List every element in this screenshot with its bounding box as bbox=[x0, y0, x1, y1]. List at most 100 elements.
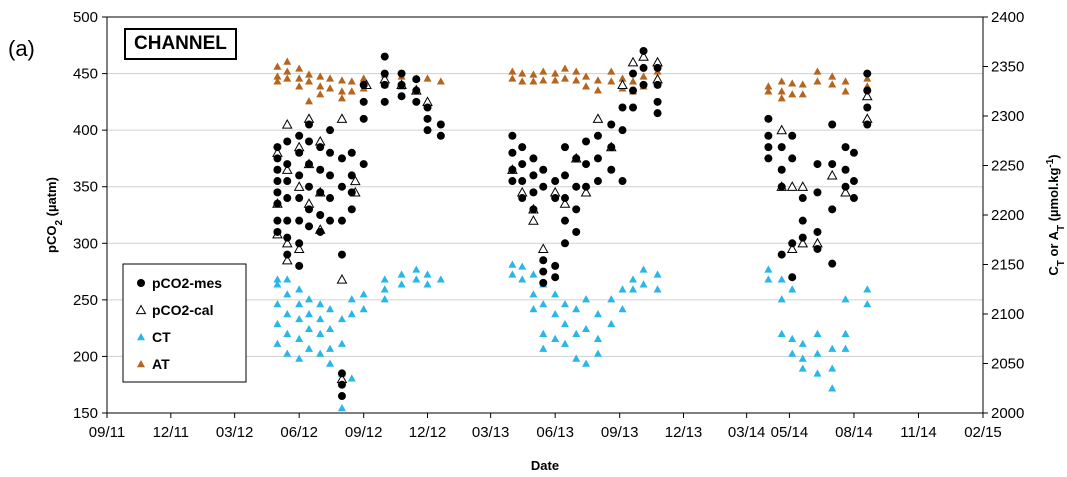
legend-label: pCO2-mes bbox=[152, 275, 222, 291]
data-point bbox=[273, 72, 282, 80]
data-point bbox=[539, 165, 548, 174]
data-point bbox=[436, 77, 445, 85]
data-point bbox=[617, 79, 628, 89]
left-tick-label: 400 bbox=[73, 122, 98, 139]
data-point bbox=[798, 194, 807, 203]
data-point bbox=[283, 137, 292, 146]
data-point bbox=[316, 227, 325, 236]
data-point bbox=[380, 285, 389, 293]
data-point bbox=[304, 137, 313, 146]
data-point bbox=[559, 198, 571, 208]
data-point bbox=[326, 359, 335, 367]
data-point bbox=[797, 181, 809, 191]
data-point bbox=[638, 51, 649, 61]
right-tick-label: 2200 bbox=[991, 207, 1024, 224]
data-point bbox=[572, 227, 581, 236]
data-point bbox=[283, 67, 292, 75]
data-point bbox=[316, 72, 325, 80]
data-point bbox=[349, 175, 361, 186]
data-point bbox=[347, 87, 356, 95]
data-point bbox=[337, 392, 346, 401]
data-point bbox=[788, 90, 797, 98]
data-point bbox=[653, 109, 662, 118]
data-point bbox=[618, 285, 627, 293]
data-point bbox=[607, 120, 616, 129]
data-point bbox=[295, 334, 304, 342]
y-axis-label-right: CT or AT (µmol.kg-1) bbox=[1045, 154, 1067, 275]
data-point bbox=[828, 205, 837, 214]
data-point bbox=[788, 334, 797, 342]
data-point bbox=[283, 310, 292, 318]
data-point bbox=[529, 171, 538, 180]
data-point bbox=[326, 84, 335, 92]
data-point bbox=[777, 275, 786, 283]
data-point bbox=[618, 126, 627, 135]
data-point bbox=[551, 69, 560, 77]
data-point bbox=[798, 339, 807, 347]
data-point bbox=[849, 194, 858, 203]
data-point bbox=[316, 143, 325, 152]
data-point bbox=[337, 250, 346, 259]
data-point bbox=[316, 82, 325, 90]
data-point bbox=[764, 275, 773, 283]
data-point bbox=[273, 280, 282, 288]
data-point bbox=[593, 86, 602, 94]
data-point bbox=[359, 305, 368, 313]
data-point bbox=[326, 171, 335, 180]
data-point bbox=[326, 344, 335, 352]
data-point bbox=[508, 165, 517, 174]
series-ct bbox=[273, 260, 872, 412]
data-point bbox=[518, 177, 527, 186]
data-point bbox=[572, 76, 581, 84]
data-point bbox=[607, 295, 616, 303]
station-label: CHANNEL bbox=[124, 28, 237, 60]
data-point bbox=[551, 310, 560, 318]
data-point bbox=[828, 364, 837, 372]
right-tick-label: 2350 bbox=[991, 59, 1024, 76]
data-point bbox=[560, 239, 569, 248]
data-point bbox=[798, 80, 807, 88]
data-point bbox=[295, 74, 304, 82]
left-tick-label: 150 bbox=[73, 405, 98, 422]
data-point bbox=[283, 329, 292, 337]
data-point bbox=[841, 165, 850, 174]
data-point bbox=[776, 124, 788, 135]
data-point bbox=[537, 243, 549, 254]
data-point bbox=[295, 239, 304, 248]
x-tick-label: 03/13 bbox=[472, 424, 510, 441]
data-point bbox=[841, 329, 850, 337]
data-point bbox=[397, 280, 406, 288]
data-point bbox=[560, 339, 569, 347]
data-point bbox=[295, 216, 304, 225]
data-point bbox=[337, 339, 346, 347]
data-point bbox=[273, 216, 282, 225]
data-point bbox=[551, 273, 560, 282]
data-point bbox=[788, 349, 797, 357]
data-point bbox=[629, 69, 638, 78]
data-point bbox=[764, 82, 773, 90]
data-point bbox=[295, 314, 304, 323]
data-point bbox=[283, 275, 292, 283]
data-point bbox=[798, 233, 807, 242]
data-point bbox=[436, 275, 445, 283]
data-point bbox=[629, 285, 638, 293]
right-tick-label: 2100 bbox=[991, 306, 1024, 323]
data-point bbox=[380, 52, 389, 61]
data-point bbox=[283, 233, 292, 242]
data-point bbox=[273, 165, 282, 174]
data-point bbox=[295, 131, 304, 140]
data-points bbox=[272, 46, 873, 412]
data-point bbox=[281, 237, 293, 248]
data-point bbox=[397, 69, 406, 78]
data-point bbox=[412, 265, 421, 273]
data-point bbox=[359, 114, 368, 123]
data-point bbox=[582, 72, 591, 80]
data-point bbox=[281, 164, 293, 174]
data-point bbox=[572, 182, 581, 191]
data-point bbox=[283, 216, 292, 225]
data-point bbox=[508, 67, 517, 75]
data-point bbox=[529, 188, 538, 197]
data-point bbox=[653, 80, 662, 89]
data-point bbox=[359, 80, 368, 89]
